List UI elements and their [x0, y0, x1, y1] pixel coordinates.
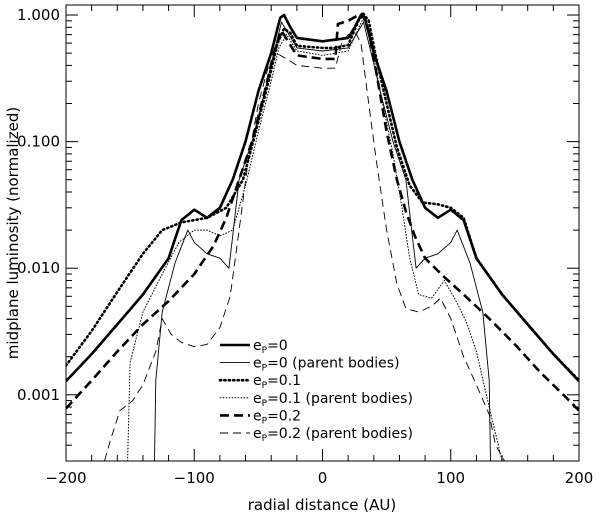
y-tick-label: 1.000 [17, 6, 60, 24]
series-line-solid-thick [66, 13, 579, 383]
legend-entry-label: eP=0.2 [253, 408, 301, 426]
legend-entry-label: eP=0 (parent bodies) [253, 356, 400, 374]
x-tick-label: −100 [174, 469, 215, 487]
x-tick-label: 200 [565, 469, 594, 487]
series-line-dotted-thick [66, 12, 579, 382]
series-line-dashed-thick [66, 12, 579, 412]
x-tick-label: 0 [318, 469, 328, 487]
legend: eP=0eP=0 (parent bodies)eP=0.1eP=0.1 (pa… [218, 338, 413, 444]
y-tick-label: 0.100 [17, 133, 60, 151]
axis-tick-labels: −200 −100 0 100 200 0.001 0.010 0.100 1.000 [17, 6, 593, 487]
series-line-dashed-thin [104, 32, 505, 461]
legend-entry-label: eP=0.1 (parent bodies) [253, 391, 413, 409]
legend-entry-label: eP=0.2 (parent bodies) [253, 426, 413, 444]
y-axis-label: midplane luminosity (normalized) [4, 107, 22, 359]
x-tick-label: −200 [45, 469, 86, 487]
x-tick-label: 100 [436, 469, 465, 487]
x-axis-label: radial distance (AU) [248, 496, 396, 514]
series-line-solid-thin [154, 21, 491, 461]
legend-entry-label: eP=0 [253, 338, 288, 356]
series-line-dotted-thin [127, 17, 503, 461]
y-tick-label: 0.010 [17, 259, 60, 277]
series-group [66, 12, 579, 461]
axis-ticks [65, 5, 580, 462]
y-tick-label: 0.001 [17, 386, 60, 404]
legend-entry-label: eP=0.1 [253, 373, 301, 391]
